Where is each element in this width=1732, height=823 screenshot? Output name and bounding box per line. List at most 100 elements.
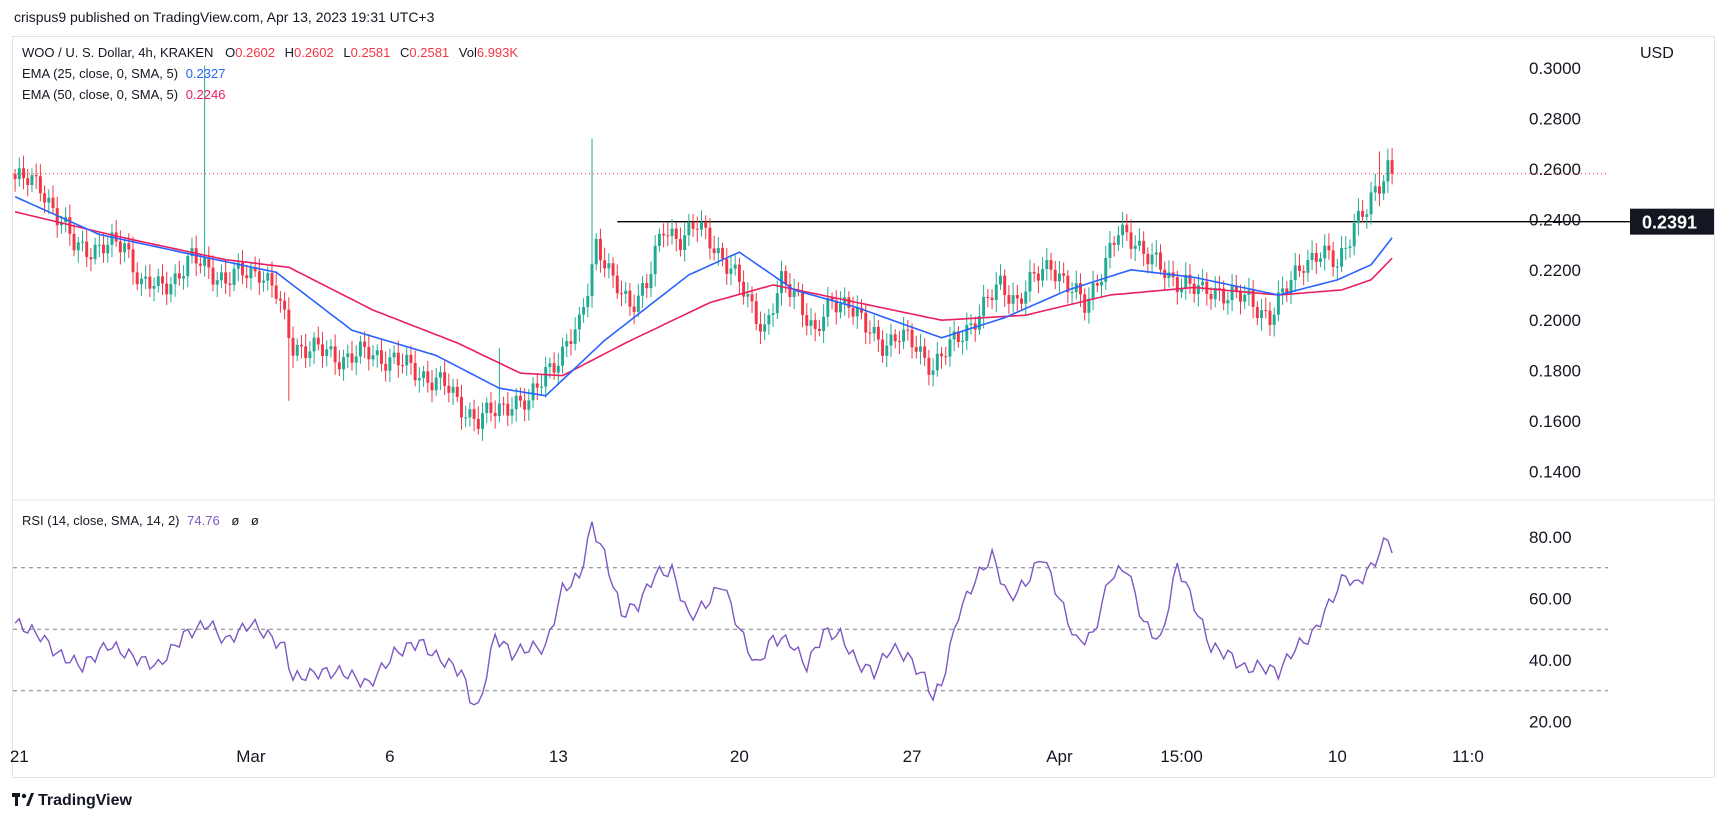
candle-body <box>203 257 207 266</box>
candle-body <box>750 294 754 302</box>
tradingview-logo[interactable]: TradingView <box>12 791 132 810</box>
candle-body <box>1272 314 1276 325</box>
candle-body <box>464 417 468 419</box>
candle-body <box>502 403 506 405</box>
candle-body <box>885 345 889 356</box>
publish-caption: crispus9 published on TradingView.com, A… <box>14 9 435 25</box>
candle-body <box>594 238 598 265</box>
candle-body <box>662 233 666 236</box>
candle-body <box>241 262 244 276</box>
candle-body <box>737 264 741 282</box>
candle-body <box>792 291 796 298</box>
candle-body <box>1036 273 1040 281</box>
candle-body <box>257 271 261 283</box>
candle-body <box>801 291 805 316</box>
legend-high-label: H <box>284 45 294 60</box>
candle-body <box>704 221 708 228</box>
candle-body <box>868 332 872 334</box>
price-axis-tick-label: 0.2600 <box>1529 160 1581 179</box>
candle-body <box>1335 266 1339 268</box>
candle-body <box>13 174 17 180</box>
candle-body <box>270 273 274 286</box>
candle-body <box>771 313 775 315</box>
candle-body <box>674 228 678 239</box>
candle-body <box>1083 294 1087 313</box>
candle-body <box>518 395 522 401</box>
candle-body <box>481 413 484 429</box>
candle-body <box>906 329 910 331</box>
candle-body <box>97 244 101 246</box>
candle-body <box>489 402 493 413</box>
candle-body <box>940 353 943 357</box>
candle-body <box>455 386 459 397</box>
candle-body <box>1382 181 1386 194</box>
candle-body <box>161 276 164 284</box>
candle-body <box>1167 272 1171 278</box>
candle-body <box>1230 286 1234 301</box>
candle-body <box>1352 223 1356 247</box>
candle-body <box>1314 252 1318 262</box>
candle-body <box>1175 277 1179 293</box>
candle-body <box>598 238 602 261</box>
candle-body <box>493 412 497 417</box>
candle-body <box>249 267 253 279</box>
candle-body <box>350 353 354 363</box>
price-axis-tick-label: 0.2800 <box>1529 110 1581 129</box>
candle-body <box>923 346 927 358</box>
candle-body <box>1361 210 1365 217</box>
candle-body <box>55 208 59 226</box>
candle-body <box>788 284 792 298</box>
candle-body <box>826 298 830 317</box>
candle-body <box>1121 224 1125 236</box>
candle-body <box>1116 235 1120 245</box>
candle-body <box>948 339 952 357</box>
candle-body <box>1007 295 1011 304</box>
price-axis-tick-label: 0.1600 <box>1529 412 1581 431</box>
candle-body <box>977 316 981 330</box>
tradingview-brand: TradingView <box>38 792 132 809</box>
candle-body <box>990 297 994 300</box>
resistance-label-box <box>1630 208 1714 235</box>
candle-body <box>565 341 569 347</box>
candle-body <box>1070 292 1074 294</box>
candle-body <box>81 241 84 243</box>
candle-body <box>872 326 876 334</box>
rsi-axis-tick-label: 40.00 <box>1529 651 1572 670</box>
candle-body <box>131 249 135 273</box>
chart-frame <box>12 36 1715 778</box>
candle-body <box>691 222 695 229</box>
candle-body <box>561 346 565 366</box>
candle-body <box>1377 186 1381 194</box>
candle-body <box>1057 273 1061 282</box>
candle-body <box>1045 260 1049 270</box>
candle-body <box>573 329 577 344</box>
candle-body <box>670 228 674 237</box>
candle-body <box>363 341 367 347</box>
candle-body <box>447 385 451 393</box>
candle-body <box>914 347 918 352</box>
candle-body <box>358 341 362 357</box>
candle-body <box>586 295 590 308</box>
candle-body <box>746 294 750 297</box>
candle-body <box>830 298 834 301</box>
candle-body <box>1217 287 1221 289</box>
price-axis-tick-label: 0.3000 <box>1529 59 1581 78</box>
candle-body <box>114 232 118 242</box>
candle-body <box>333 346 337 363</box>
price-axis-unit: USD <box>1640 45 1674 62</box>
candle-body <box>1293 265 1297 281</box>
candle-body <box>1239 290 1242 302</box>
candle-body <box>645 283 649 289</box>
candle-body <box>51 197 55 209</box>
candle-body <box>278 298 282 301</box>
candle-body <box>1142 240 1146 254</box>
legend-ema50-row: EMA (50, close, 0, SMA, 5) 0.2246 <box>22 87 225 102</box>
candle-body <box>1129 232 1133 249</box>
candle-body <box>590 264 594 296</box>
candle-body <box>156 276 160 286</box>
candle-body <box>767 314 771 325</box>
legend-close: 0.2581 <box>409 45 450 60</box>
candle-body <box>1209 293 1213 300</box>
legend-low-label: L <box>343 45 351 60</box>
